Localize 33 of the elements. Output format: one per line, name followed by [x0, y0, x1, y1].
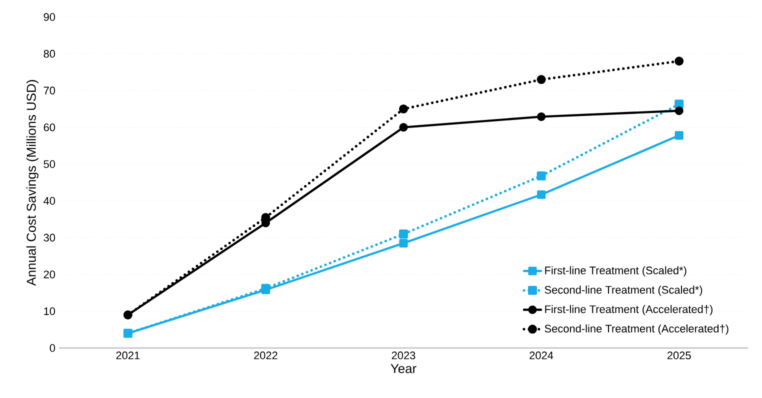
point	[674, 56, 684, 66]
legend-label: Second-line Treatment (Scaled*)	[544, 286, 702, 296]
y-tick-label: 50	[44, 160, 56, 168]
legend-label: First-line Treatment (Scaled*)	[545, 266, 686, 276]
y-tick-label: 90	[44, 13, 56, 21]
x-tick-label: 2022	[254, 352, 278, 360]
point	[674, 100, 684, 109]
x-tick-label: 2025	[667, 352, 691, 360]
y-tick-label: 20	[44, 270, 56, 278]
y-tick-label: 10	[44, 307, 56, 316]
y-tick-label: 0	[50, 344, 56, 352]
legend-label: Second-line Treatment (Accelerated†)	[544, 324, 728, 335]
x-axis-title: Year	[390, 364, 416, 374]
point	[399, 238, 408, 248]
point	[537, 112, 546, 121]
y-tick-label: 40	[44, 197, 56, 205]
y-tick-label: 60	[44, 123, 56, 132]
legend-label: First-line Treatment (Accelerated†)	[545, 305, 712, 316]
x-tick-label: 2024	[530, 352, 554, 360]
x-tick-label: 2023	[392, 352, 416, 360]
y-tick-label: 80	[44, 50, 56, 58]
y-axis-title: Annual Cost Savings (Millions USD)	[26, 80, 38, 286]
point	[399, 104, 408, 114]
point	[399, 230, 408, 238]
point	[674, 131, 684, 140]
y-tick-label: 30	[44, 234, 56, 242]
point	[536, 75, 546, 84]
point	[399, 123, 408, 132]
x-tick-label: 2021	[116, 352, 140, 360]
point	[537, 190, 546, 199]
point	[536, 171, 546, 180]
y-tick-label: 70	[44, 86, 56, 94]
point	[674, 106, 684, 116]
